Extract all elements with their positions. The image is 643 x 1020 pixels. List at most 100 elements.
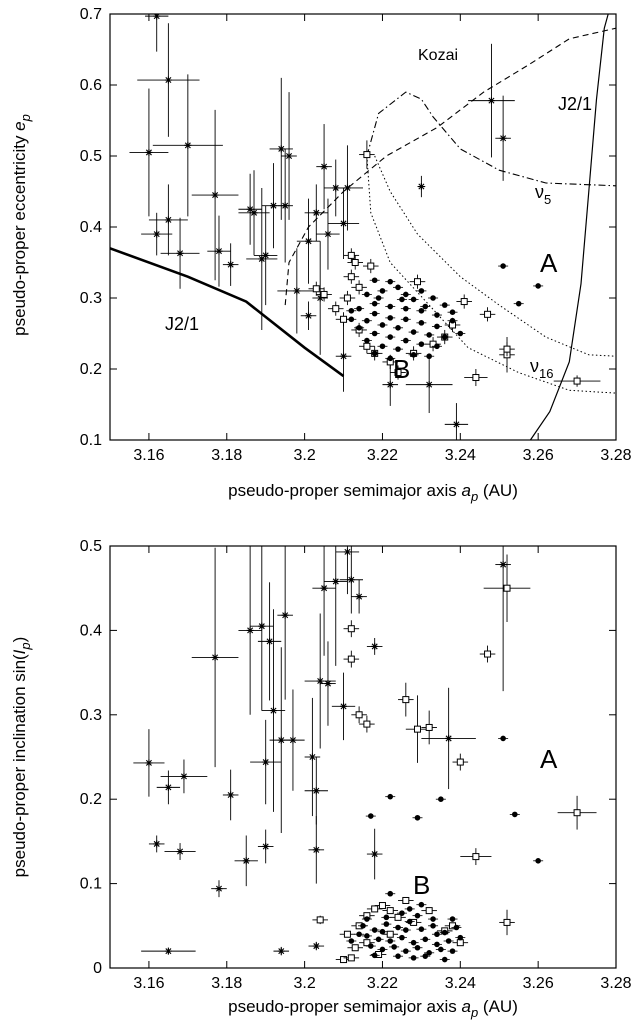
filled-point <box>408 329 419 335</box>
filled-point <box>385 890 396 897</box>
star-marker <box>281 611 289 619</box>
eccentricity-data-points <box>129 14 601 440</box>
star-marker <box>347 576 355 584</box>
dot-marker <box>391 944 397 950</box>
dot-marker <box>418 926 425 932</box>
filled-point <box>533 283 544 289</box>
x-tick-label: 3.2 <box>293 447 315 464</box>
dot-marker <box>426 332 432 338</box>
star-point <box>444 403 469 440</box>
star-point <box>137 23 200 137</box>
filled-point <box>354 931 365 938</box>
star-marker <box>269 707 277 715</box>
star-point <box>327 187 360 259</box>
dot-marker <box>399 910 405 916</box>
square-point <box>464 369 488 387</box>
filled-point <box>354 325 365 331</box>
filled-point <box>381 914 392 921</box>
square-marker <box>413 278 421 286</box>
star-marker <box>180 772 188 780</box>
square-marker <box>363 151 371 159</box>
square-marker <box>472 853 480 861</box>
square-marker <box>456 758 464 766</box>
dot-marker <box>441 334 448 340</box>
filled-point <box>369 300 380 307</box>
dot-marker <box>438 946 444 953</box>
star-point <box>133 729 165 797</box>
square-marker <box>363 720 371 728</box>
dot-marker <box>418 901 425 908</box>
filled-point <box>373 936 384 943</box>
filled-point <box>393 325 404 331</box>
dot-marker <box>434 343 440 350</box>
filled-point <box>439 929 450 936</box>
square-point <box>456 294 472 309</box>
dot-marker <box>387 938 394 944</box>
star-marker <box>499 134 507 142</box>
kozai-curve <box>284 27 617 306</box>
filled-point <box>439 302 450 308</box>
x-tick-label: 3.24 <box>445 975 476 992</box>
star-point <box>308 941 325 951</box>
star-marker <box>452 420 460 428</box>
star-marker <box>258 255 266 263</box>
star-marker <box>269 202 277 210</box>
star-marker <box>285 152 293 160</box>
square-marker <box>347 251 355 259</box>
filled-point <box>451 924 462 931</box>
dot-marker <box>379 928 386 935</box>
filled-point <box>377 343 388 350</box>
dot-marker <box>371 350 378 357</box>
square-point <box>390 913 406 921</box>
dot-marker <box>403 948 409 954</box>
inclination-plot-frame <box>109 545 617 969</box>
square-point <box>339 290 356 306</box>
square-point <box>479 645 496 663</box>
filled-point <box>443 938 454 944</box>
star-marker <box>211 653 219 661</box>
filled-point <box>431 941 442 948</box>
square-marker <box>367 262 375 270</box>
y-tick-label: 0.2 <box>80 791 102 808</box>
dot-marker <box>426 950 432 956</box>
star-marker <box>425 381 433 389</box>
y-tick-label: 0.6 <box>80 77 102 94</box>
y-tick-label: 0 <box>93 960 102 977</box>
y-axis-label: pseudo-proper inclination sin(Ip) <box>10 637 33 878</box>
eccentricity-axis-ticks: 3.16 3.18 3.2 3.22 3.24 3.26 3.28 0.1 0.2 0.3 0.4 0… <box>80 6 632 464</box>
dot-marker <box>430 923 436 929</box>
filled-point <box>396 296 407 303</box>
filled-point <box>400 948 411 954</box>
dot-marker <box>434 941 440 948</box>
filled-point <box>393 346 404 352</box>
j21-left-curve <box>109 247 345 378</box>
star-point <box>148 184 188 256</box>
star-point <box>331 672 356 741</box>
star-point <box>238 173 262 245</box>
dot-marker <box>418 320 425 326</box>
dot-marker <box>449 317 456 324</box>
dot-marker <box>371 927 378 933</box>
filled-point <box>455 934 466 941</box>
star-point <box>152 74 223 217</box>
star-point <box>246 187 278 330</box>
filled-point <box>365 943 376 949</box>
dot-marker <box>512 811 518 818</box>
star-marker <box>211 191 219 199</box>
star-point <box>129 88 169 217</box>
square-marker <box>402 896 410 904</box>
filled-point <box>404 918 415 925</box>
dot-marker <box>410 352 417 358</box>
filled-point <box>447 916 458 922</box>
filled-point <box>385 315 396 321</box>
star-marker <box>277 145 285 153</box>
star-point <box>257 829 274 864</box>
star-marker <box>487 97 495 105</box>
dot-marker <box>422 953 429 959</box>
star-point <box>145 14 169 52</box>
square-point <box>452 753 469 771</box>
star-point <box>281 689 305 791</box>
dot-marker <box>434 323 440 330</box>
star-point <box>312 546 336 656</box>
